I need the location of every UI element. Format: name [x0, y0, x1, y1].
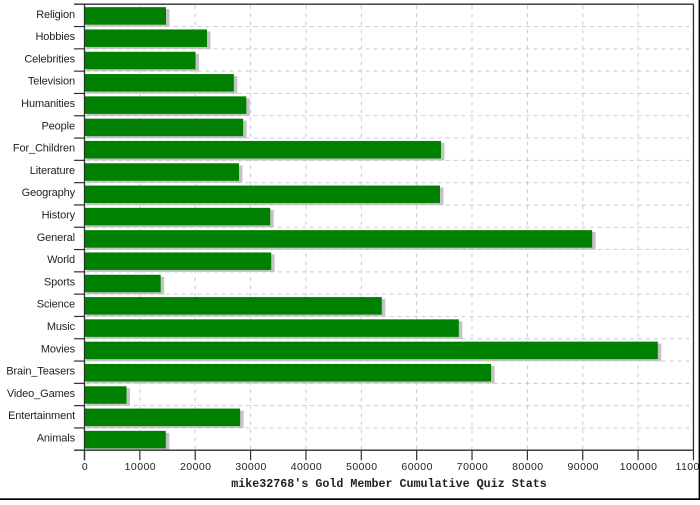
svg-text:30000: 30000 [235, 461, 266, 473]
svg-text:Geography: Geography [22, 187, 76, 199]
svg-text:110000: 110000 [675, 461, 700, 473]
svg-text:mike32768's Gold Member Cumula: mike32768's Gold Member Cumulative Quiz … [231, 477, 547, 491]
svg-text:Brain_Teasers: Brain_Teasers [6, 366, 75, 378]
svg-text:Science: Science [37, 299, 75, 311]
svg-text:70000: 70000 [457, 461, 488, 473]
svg-text:Movies: Movies [41, 343, 76, 355]
svg-text:Sports: Sports [44, 276, 76, 288]
svg-text:Hobbies: Hobbies [35, 31, 75, 43]
svg-text:Entertainment: Entertainment [8, 410, 75, 422]
svg-text:Animals: Animals [37, 433, 76, 445]
svg-text:50000: 50000 [346, 461, 377, 473]
svg-text:10000: 10000 [125, 461, 156, 473]
svg-text:World: World [47, 254, 75, 266]
svg-text:History: History [42, 210, 76, 222]
svg-text:0: 0 [82, 461, 88, 473]
svg-text:40000: 40000 [291, 461, 322, 473]
svg-text:Television: Television [28, 76, 75, 88]
svg-text:Video_Games: Video_Games [7, 388, 76, 400]
svg-text:People: People [41, 120, 75, 132]
svg-text:Literature: Literature [30, 165, 75, 177]
svg-text:General: General [37, 232, 75, 244]
svg-text:Celebrities: Celebrities [24, 53, 75, 65]
svg-text:Religion: Religion [36, 9, 75, 21]
svg-text:For_Children: For_Children [13, 143, 75, 155]
svg-text:90000: 90000 [568, 461, 599, 473]
svg-text:100000: 100000 [620, 461, 658, 473]
svg-text:80000: 80000 [512, 461, 543, 473]
svg-text:Music: Music [47, 321, 76, 333]
svg-text:Humanities: Humanities [21, 98, 75, 110]
svg-text:20000: 20000 [180, 461, 211, 473]
svg-text:60000: 60000 [401, 461, 432, 473]
